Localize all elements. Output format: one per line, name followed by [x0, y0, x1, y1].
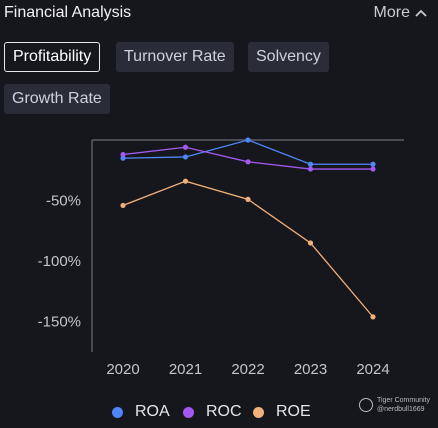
data-point-roa: [370, 161, 376, 167]
data-point-roe: [120, 202, 126, 209]
x-tick-label: 2020: [106, 361, 139, 378]
data-point-roa: [245, 137, 251, 143]
more-button[interactable]: More: [374, 4, 428, 22]
data-point-roe: [245, 196, 251, 202]
data-point-roa: [307, 161, 314, 167]
tab-solvency[interactable]: Solvency: [248, 42, 329, 72]
x-tick-label: 2021: [169, 361, 202, 378]
series-line-roc: [122, 146, 373, 170]
page-title: Financial Analysis: [4, 4, 132, 21]
y-tick-label: -50%: [46, 193, 81, 210]
x-tick-label: 2024: [356, 361, 389, 378]
data-point-roe: [307, 240, 314, 246]
tab-growth-rate[interactable]: Growth Rate: [4, 84, 110, 114]
data-point-roe: [370, 314, 376, 320]
more-label: More: [373, 4, 410, 21]
chart-legend: ROA ROC ROE: [0, 400, 438, 426]
data-point-roc: [120, 151, 126, 158]
legend-dot-roa: [112, 406, 123, 418]
data-point-roe: [182, 178, 189, 184]
tab-profitability[interactable]: Profitability: [4, 42, 101, 72]
legend-label-roa: ROA: [135, 403, 170, 420]
data-point-roc: [370, 166, 376, 172]
y-tick-label: -150%: [38, 314, 81, 331]
legend-dot-roc: [183, 406, 194, 418]
legend-item-roc[interactable]: ROC: [183, 403, 242, 421]
watermark: Tiger Community @nerdbull1669: [358, 396, 430, 414]
data-point-roc: [245, 159, 251, 165]
tiger-logo-icon: [358, 398, 373, 412]
data-point-roa: [182, 154, 189, 160]
legend-label-roc: ROC: [206, 403, 242, 420]
y-tick-label: -100%: [38, 253, 81, 270]
x-tick-label: 2022: [231, 361, 264, 378]
header: Financial Analysis More: [0, 0, 438, 28]
legend-dot-roe: [253, 406, 264, 418]
data-point-roc: [182, 144, 189, 150]
watermark-brand: Tiger Community: [376, 397, 430, 404]
tab-turnover-rate[interactable]: Turnover Rate: [116, 42, 234, 72]
legend-item-roe[interactable]: ROE: [253, 403, 311, 421]
data-point-roa: [120, 155, 126, 161]
chevron-up-icon: [415, 9, 427, 17]
legend-label-roe: ROE: [276, 403, 311, 420]
watermark-user: @nerdbull1669: [376, 406, 425, 413]
x-tick-label: 2023: [294, 361, 327, 378]
line-chart: -50% -100% -150% 2020 2021 2022 2023 2024: [38, 137, 404, 378]
legend-item-roa[interactable]: ROA: [112, 403, 170, 421]
data-point-roc: [307, 166, 314, 172]
